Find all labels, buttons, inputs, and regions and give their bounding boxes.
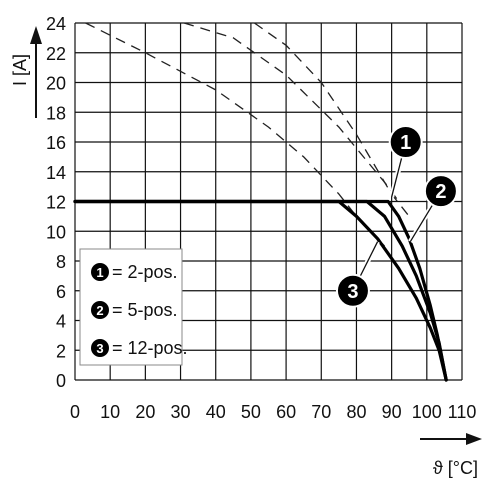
y-tick-label: 12 (46, 193, 66, 213)
callout-badge-3 (335, 273, 370, 308)
solid-curve-2 (73, 199, 448, 382)
callout-number-1: 1 (400, 132, 411, 154)
y-tick-label: 4 (56, 312, 66, 332)
x-axis-arrow (420, 433, 482, 445)
x-tick-label: 0 (70, 402, 80, 422)
x-tick-label: 20 (135, 402, 155, 422)
y-tick-label: 18 (46, 103, 66, 123)
x-tick-label: 40 (206, 402, 226, 422)
x-tick-label: 100 (412, 402, 442, 422)
y-tick-label: 8 (56, 252, 66, 272)
x-tick-label: 10 (100, 402, 120, 422)
callout-number-3: 3 (347, 281, 358, 303)
legend-label: = 5-pos. (112, 300, 178, 320)
y-axis-title: I [A] (10, 54, 30, 86)
x-tick-labels: 0 10 20 30 40 50 60 70 80 90 100 110 (70, 402, 476, 422)
x-axis-title: ϑ [°C] (433, 458, 478, 478)
x-tick-label: 70 (311, 402, 331, 422)
dashed-curve-3 (85, 22, 386, 247)
legend-badge-2 (91, 301, 109, 319)
y-tick-label: 6 (56, 282, 66, 302)
legend-badge-1 (91, 263, 109, 281)
x-tick-label: 110 (448, 402, 477, 422)
callout-badge-1 (388, 125, 423, 159)
y-tick-label: 0 (56, 371, 66, 391)
callout-badge-2 (423, 174, 458, 209)
y-axis-arrow (30, 26, 42, 118)
callout-number-2: 2 (435, 181, 446, 203)
legend: 1 = 2-pos. 2 = 5-pos. 3 = 12-pos. (79, 248, 188, 366)
x-tick-label: 60 (276, 402, 296, 422)
y-tick-label: 2 (56, 341, 66, 361)
legend-label: = 2-pos. (112, 262, 178, 282)
legend-badge-3 (91, 339, 109, 357)
legend-number: 3 (96, 341, 103, 356)
y-tick-label: 20 (46, 74, 66, 94)
legend-number: 1 (96, 265, 103, 280)
series-callouts: 1 2 3 (335, 125, 458, 308)
solid-curves (73, 199, 448, 382)
x-tick-label: 30 (171, 402, 191, 422)
y-tick-label: 16 (46, 133, 66, 153)
legend-label: = 12-pos. (112, 338, 188, 358)
x-tick-label: 50 (241, 402, 261, 422)
legend-number: 2 (96, 303, 103, 318)
y-tick-label: 24 (46, 14, 66, 34)
chart-grid (74, 22, 463, 381)
dashed-curve-2 (254, 22, 410, 217)
x-tick-label: 90 (382, 402, 402, 422)
dashed-curve-1 (183, 22, 400, 202)
y-tick-label: 10 (46, 222, 66, 242)
y-tick-label: 22 (46, 44, 66, 64)
dashed-curves (85, 22, 410, 247)
x-tick-label: 80 (346, 402, 366, 422)
solid-curve-3 (73, 199, 448, 382)
y-tick-label: 14 (46, 163, 66, 183)
